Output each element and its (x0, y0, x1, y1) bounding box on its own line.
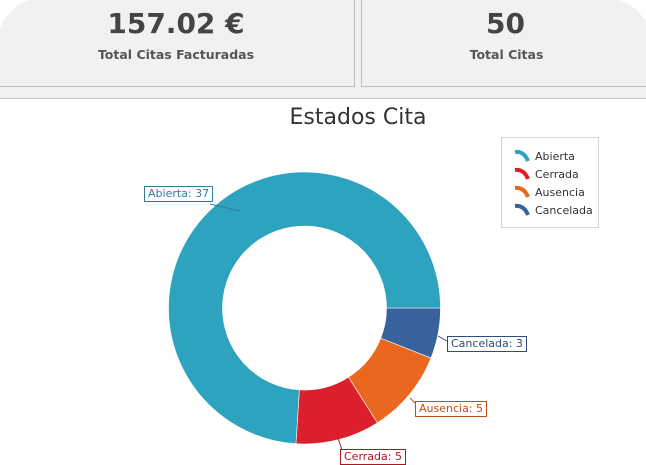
kpi-card-total: 50 Total Citas (361, 0, 646, 87)
legend-item-ausencia[interactable]: Ausencia (514, 184, 585, 200)
kpi-card-billed: 157.02 € Total Citas Facturadas (0, 0, 355, 87)
legend-item-abierta[interactable]: Abierta (514, 148, 575, 164)
chart-legend: Abierta Cerrada Ausencia Cancelada (501, 137, 599, 228)
legend-label: Cerrada (535, 167, 579, 181)
legend-label: Abierta (535, 149, 575, 163)
leader-line (337, 437, 343, 451)
kpi-billed-label: Total Citas Facturadas (97, 47, 255, 62)
legend-item-cancelada[interactable]: Cancelada (514, 202, 593, 218)
slice-abierta[interactable] (168, 171, 441, 445)
kpi-billed-value: 157.02 € (107, 7, 245, 40)
kpi-total-value: 50 (486, 7, 525, 40)
legend-swatch-icon (514, 185, 530, 198)
legend-swatch-icon (514, 149, 530, 162)
kpi-total-label: Total Citas (469, 47, 544, 62)
data-label-abierta: Abierta: 37 (144, 186, 214, 202)
legend-label: Ausencia (535, 185, 585, 199)
legend-label: Cancelada (535, 203, 593, 217)
legend-item-cerrada[interactable]: Cerrada (514, 166, 579, 182)
data-label-cancelada: Cancelada: 3 (447, 336, 527, 352)
leader-line (437, 335, 448, 342)
chart-title: Estados Cita (289, 105, 427, 130)
leader-line (209, 203, 241, 212)
data-label-ausencia: Ausencia: 5 (415, 401, 488, 417)
legend-swatch-icon (514, 167, 530, 180)
data-label-cerrada: Cerrada: 5 (340, 449, 406, 465)
legend-swatch-icon (514, 203, 530, 216)
